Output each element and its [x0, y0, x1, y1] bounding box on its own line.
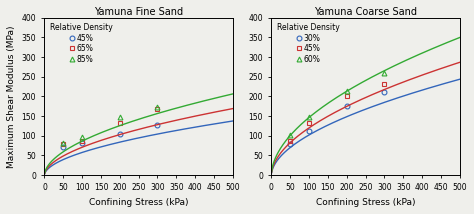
Legend: 45%, 65%, 85%: 45%, 65%, 85% [47, 20, 116, 67]
X-axis label: Confining Stress (kPa): Confining Stress (kPa) [89, 198, 188, 207]
Y-axis label: Maximum Shear Modulus (MPa): Maximum Shear Modulus (MPa) [7, 25, 16, 168]
Legend: 30%, 45%, 60%: 30%, 45%, 60% [273, 20, 343, 67]
Title: Yamuna Fine Sand: Yamuna Fine Sand [94, 7, 183, 17]
Title: Yamuna Coarse Sand: Yamuna Coarse Sand [314, 7, 417, 17]
X-axis label: Confining Stress (kPa): Confining Stress (kPa) [316, 198, 415, 207]
